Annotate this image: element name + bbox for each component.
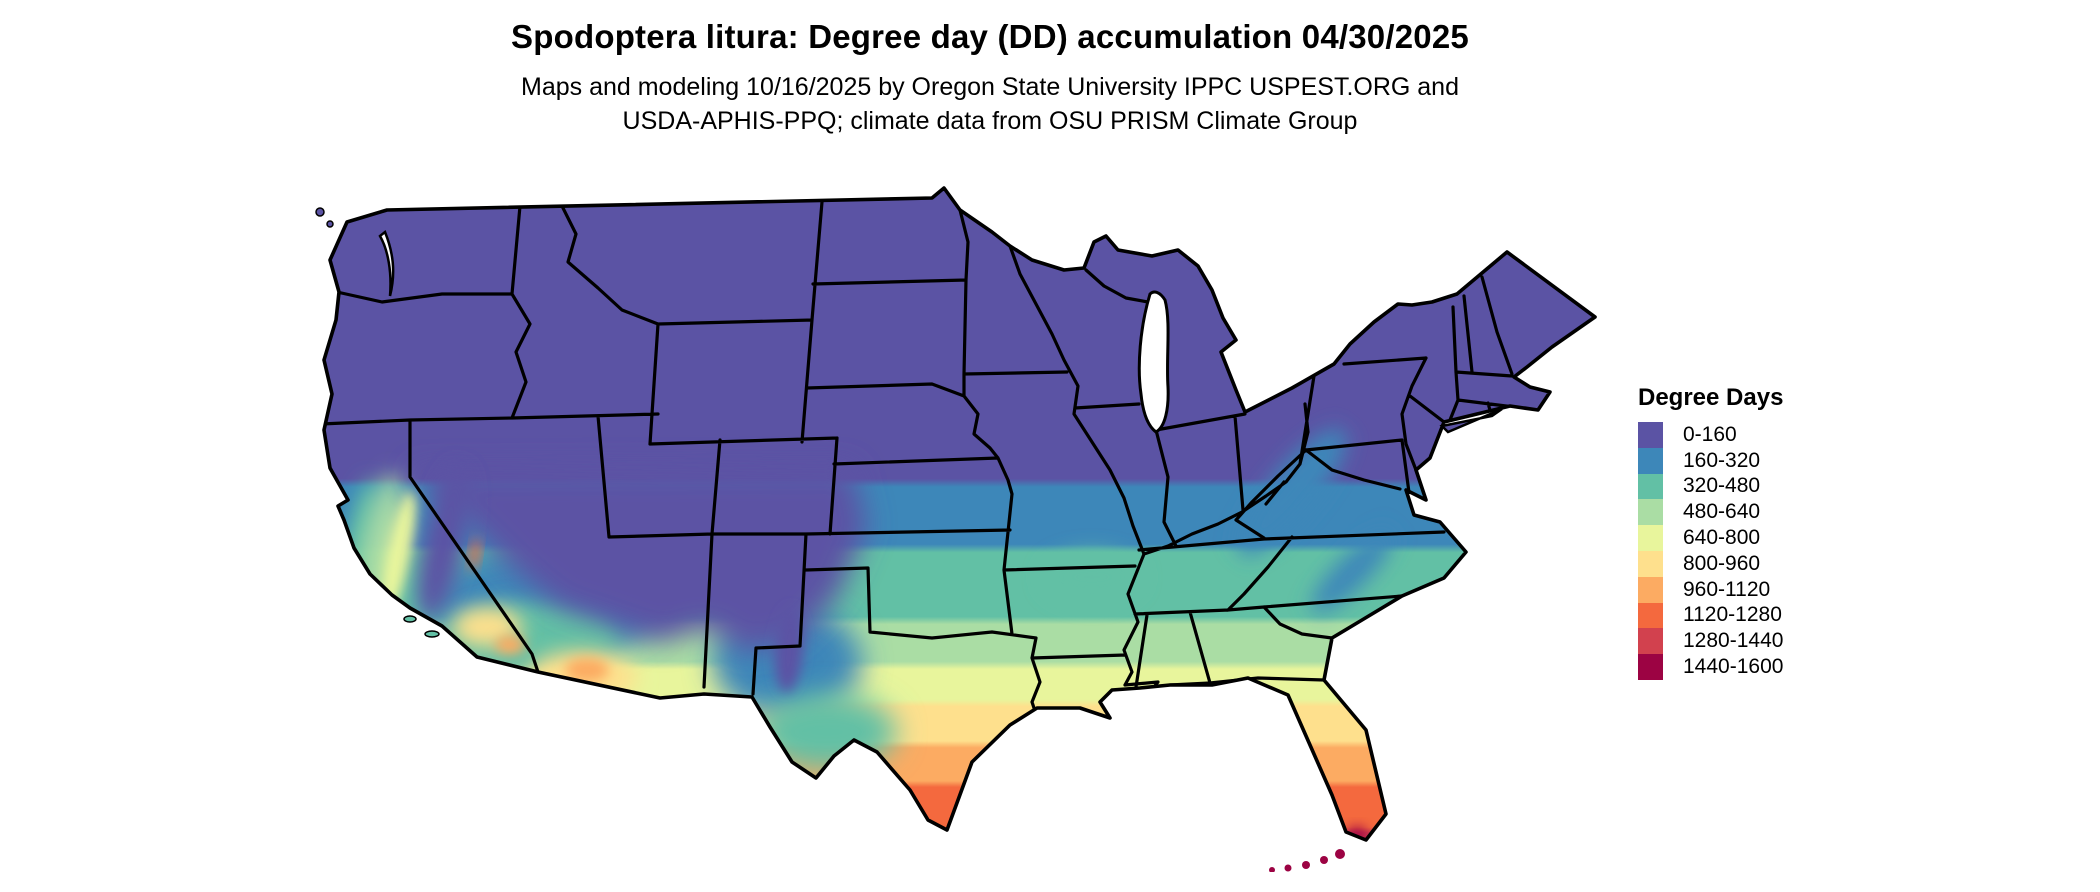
legend-label: 160-320 [1683,448,1761,472]
channel-islands [403,615,417,623]
legend-swatch-7 [1638,602,1663,629]
legend: Degree Days 0-160 160-320 320-480 480-640 64… [1638,384,1783,680]
legend-swatch-3 [1638,499,1663,526]
raster-fill-layer [324,188,1595,840]
legend-swatch-5 [1638,550,1663,577]
legend-label: 640-800 [1683,526,1761,550]
legend-label: 800-960 [1683,551,1761,575]
legend-row: 320-480 [1638,473,1783,500]
state-borders [324,200,1524,722]
legend-label: 960-1120 [1683,577,1771,601]
channel-islands [424,630,440,638]
legend-swatch-4 [1638,525,1663,551]
subtitle-line-2: USDA-APHIS-PPQ; climate data from OSU PR… [622,107,1358,135]
subtitle: Maps and modeling 10/16/2025 by Oregon S… [0,70,1980,138]
lake-michigan [1137,290,1170,434]
legend-row: 800-960 [1638,550,1783,577]
legend-swatch-2 [1638,473,1663,500]
legend-swatch-1 [1638,447,1663,474]
legend-row: 480-640 [1638,499,1783,526]
subtitle-line-1: Maps and modeling 10/16/2025 by Oregon S… [521,73,1459,101]
header: Spodoptera litura: Degree day (DD) accum… [0,0,1980,138]
legend-row: 1120-1280 [1638,602,1783,629]
nw-islands [315,207,325,217]
legend-title: Degree Days [1638,384,1784,411]
legend-row: 960-1120 [1638,576,1783,603]
us-degree-day-map [292,182,1612,873]
us-outline [322,186,1597,842]
florida-keys [1269,849,1345,873]
legend-label: 1440-1600 [1683,655,1784,679]
page-title: Spodoptera litura: Degree day (DD) accum… [511,18,1469,55]
legend-swatch-8 [1638,628,1663,655]
legend-swatch-6 [1638,576,1663,603]
legend-row: 1280-1440 [1638,628,1784,655]
legend-swatch-9 [1638,654,1663,680]
legend-row: 1440-1600 [1638,654,1783,680]
legend-swatch-0 [1638,422,1663,448]
legend-label: 0-160 [1683,422,1737,446]
legend-label: 320-480 [1683,474,1761,498]
legend-label: 1120-1280 [1683,603,1782,627]
nw-islands [326,220,334,228]
legend-rows: 0-160 160-320 320-480 480-640 640-800 800-960… [1638,422,1783,680]
puget-sound [378,229,395,297]
legend-row: 0-160 [1638,422,1783,448]
legend-label: 1280-1440 [1683,629,1784,653]
legend-row: 640-800 [1638,525,1783,551]
legend-label: 480-640 [1683,500,1761,524]
legend-row: 160-320 [1638,447,1783,474]
us-map-svg [315,186,1597,873]
